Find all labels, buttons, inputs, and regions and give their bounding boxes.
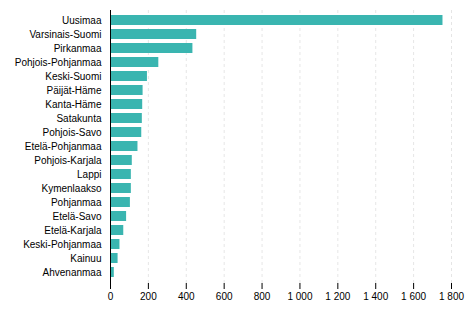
- svg-text:Ahvenanmaa: Ahvenanmaa: [43, 267, 102, 278]
- svg-text:200: 200: [140, 291, 157, 302]
- svg-text:Pirkanmaa: Pirkanmaa: [54, 43, 102, 54]
- svg-text:800: 800: [254, 291, 271, 302]
- svg-text:Etelä-Karjala: Etelä-Karjala: [44, 225, 102, 236]
- svg-text:Uusimaa: Uusimaa: [62, 15, 102, 26]
- svg-text:0: 0: [108, 291, 114, 302]
- svg-text:Kanta-Häme: Kanta-Häme: [45, 99, 102, 110]
- svg-text:1 400: 1 400: [363, 291, 388, 302]
- svg-text:Etelä-Pohjanmaa: Etelä-Pohjanmaa: [25, 141, 102, 152]
- svg-text:1 800: 1 800: [439, 291, 464, 302]
- svg-text:Kainuu: Kainuu: [70, 253, 101, 264]
- svg-text:Pohjanmaa: Pohjanmaa: [51, 197, 102, 208]
- svg-text:Keski-Pohjanmaa: Keski-Pohjanmaa: [23, 239, 102, 250]
- svg-text:Pohjois-Savo: Pohjois-Savo: [43, 127, 102, 138]
- svg-text:400: 400: [178, 291, 195, 302]
- svg-text:1 000: 1 000: [287, 291, 312, 302]
- svg-text:1 600: 1 600: [401, 291, 426, 302]
- svg-text:600: 600: [216, 291, 233, 302]
- svg-text:Päijät-Häme: Päijät-Häme: [46, 85, 101, 96]
- svg-text:Pohjois-Pohjanmaa: Pohjois-Pohjanmaa: [15, 57, 102, 68]
- svg-text:Etelä-Savo: Etelä-Savo: [53, 211, 102, 222]
- svg-text:Lappi: Lappi: [77, 169, 101, 180]
- svg-text:Varsinais-Suomi: Varsinais-Suomi: [29, 29, 101, 40]
- svg-text:Keski-Suomi: Keski-Suomi: [45, 71, 101, 82]
- svg-text:Satakunta: Satakunta: [56, 113, 101, 124]
- svg-text:1 200: 1 200: [325, 291, 350, 302]
- svg-text:Pohjois-Karjala: Pohjois-Karjala: [34, 155, 102, 166]
- svg-text:Kymenlaakso: Kymenlaakso: [41, 183, 101, 194]
